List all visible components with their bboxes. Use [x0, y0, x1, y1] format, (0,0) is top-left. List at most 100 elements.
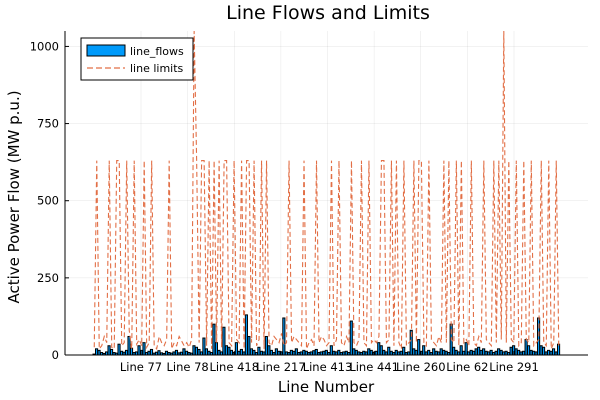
flow-bar	[422, 345, 426, 356]
flow-bar	[207, 350, 211, 356]
flow-bar	[322, 350, 326, 356]
flow-bar	[522, 350, 526, 356]
flow-bar	[452, 346, 456, 356]
flow-bar	[547, 349, 551, 356]
flow-bar	[489, 349, 493, 356]
flow-bar	[474, 348, 478, 356]
flow-bar	[532, 350, 536, 356]
flow-bar	[482, 348, 486, 356]
flow-bar	[197, 348, 201, 356]
flow-bar	[369, 349, 373, 356]
flow-bar	[412, 348, 416, 356]
flow-bar	[332, 350, 336, 356]
flow-bar	[214, 342, 218, 356]
x-tick-label: Line 78	[166, 360, 208, 374]
flow-bar	[432, 348, 436, 356]
flow-bar	[129, 347, 134, 356]
flow-bar	[252, 349, 256, 356]
flow-bar	[119, 350, 124, 356]
x-tick-label: Line 217	[256, 360, 306, 374]
limits-line	[93, 30, 560, 351]
flow-bar	[454, 349, 458, 356]
flow-bar	[249, 348, 253, 356]
flow-bar	[549, 350, 553, 356]
flow-bar	[157, 350, 161, 356]
flow-bar	[497, 348, 501, 356]
flow-bar	[354, 349, 358, 356]
flow-bar	[524, 339, 528, 356]
flow-bar	[94, 348, 99, 356]
flow-bar	[289, 349, 293, 356]
flow-bar	[164, 350, 169, 356]
flow-bar	[444, 350, 448, 356]
flow-bar	[194, 346, 199, 356]
x-tick-label: Line 441	[349, 360, 399, 374]
flow-bar	[292, 350, 296, 356]
flow-bar	[469, 349, 473, 356]
flow-bar	[217, 349, 221, 356]
x-tick-label: Line 77	[120, 360, 162, 374]
flow-bar	[239, 348, 243, 356]
flow-bar	[352, 348, 356, 356]
flow-bar	[234, 342, 238, 356]
flow-bar	[237, 350, 241, 356]
chart-title: Line Flows and Limits	[226, 2, 430, 24]
x-tick-label: Line 62	[446, 360, 488, 374]
flow-bar	[459, 345, 463, 356]
flow-bar	[282, 317, 286, 356]
flow-bar	[557, 343, 561, 356]
legend-label-line-flows: line_flows	[130, 45, 184, 58]
flow-bar	[542, 346, 546, 356]
flow-bar	[329, 345, 333, 356]
flow-bar	[504, 350, 508, 356]
flow-bar	[224, 345, 228, 356]
flow-bar	[517, 349, 521, 356]
flow-bar	[247, 335, 251, 356]
flow-bar	[439, 348, 443, 356]
flow-bar	[374, 350, 378, 356]
flow-bar	[389, 350, 393, 356]
flow-bar	[494, 350, 498, 356]
flow-bar	[529, 349, 533, 356]
flow-bar	[402, 346, 406, 356]
limits-layer	[93, 30, 560, 351]
flow-bar	[229, 349, 233, 356]
flow-bar	[149, 348, 154, 356]
flow-bar	[417, 339, 421, 356]
flow-bar	[477, 346, 481, 356]
flow-bar	[109, 348, 114, 356]
x-axis-label: Line Number	[278, 378, 375, 396]
flow-bar	[174, 349, 179, 356]
y-tick-label: 1000	[30, 39, 59, 53]
flow-bar	[344, 350, 348, 356]
flow-bar	[264, 335, 268, 356]
flow-bar	[414, 349, 418, 356]
flow-bar	[314, 348, 318, 356]
y-axis-label: Active Power Flow (MW p.u.)	[5, 90, 23, 303]
flow-bar	[204, 348, 209, 356]
flow-bar	[107, 345, 111, 356]
flow-bar	[222, 326, 226, 356]
x-tick-label: Line 413	[303, 360, 353, 374]
flow-bar	[304, 350, 308, 356]
bars-layer	[92, 314, 561, 356]
flow-bar	[394, 349, 398, 356]
flow-bar	[337, 349, 341, 356]
flow-bar	[147, 350, 151, 356]
flow-bar	[244, 314, 248, 356]
flow-bar	[192, 345, 196, 356]
flow-bar	[399, 350, 403, 356]
y-tick-label: 250	[37, 271, 59, 285]
flow-bar	[539, 345, 543, 356]
flow-bar	[349, 320, 353, 356]
flow-bar	[137, 345, 141, 356]
flow-bar	[227, 346, 231, 356]
flow-bar	[294, 348, 298, 356]
flow-bar	[552, 348, 556, 356]
flow-bar	[127, 335, 131, 356]
flow-bar	[142, 342, 146, 356]
flow-bar	[202, 337, 206, 356]
legend: line_flows line limits	[80, 37, 194, 81]
